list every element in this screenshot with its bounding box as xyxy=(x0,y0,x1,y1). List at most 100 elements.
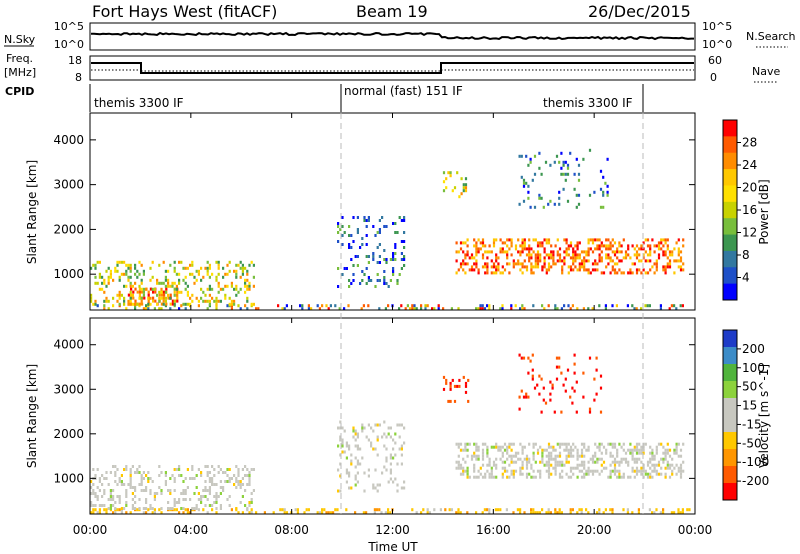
data-cell xyxy=(679,265,683,269)
data-cell xyxy=(180,260,183,264)
data-cell xyxy=(197,468,200,471)
data-cell xyxy=(518,202,521,206)
data-cell xyxy=(572,268,575,272)
data-cell xyxy=(396,282,399,285)
data-cell xyxy=(339,438,342,442)
data-cell xyxy=(398,447,401,451)
cpid-segment-3: themis 3300 IF xyxy=(543,96,633,110)
data-cell xyxy=(420,307,423,311)
data-cell xyxy=(629,256,632,260)
data-cell xyxy=(140,281,143,285)
data-cell xyxy=(613,250,617,254)
data-cell xyxy=(521,250,524,254)
data-cell xyxy=(569,244,573,248)
data-cell xyxy=(629,442,632,446)
data-cell xyxy=(359,447,362,451)
data-cell xyxy=(659,307,662,311)
data-cell xyxy=(235,272,238,276)
data-cell xyxy=(554,472,557,476)
data-cell xyxy=(464,271,467,275)
data-cell xyxy=(372,258,375,261)
data-cell xyxy=(378,255,381,258)
data-cell xyxy=(587,268,590,272)
data-cell xyxy=(501,250,504,254)
data-cell xyxy=(572,247,575,251)
data-cell xyxy=(477,307,480,311)
data-cell xyxy=(653,466,656,470)
data-cell xyxy=(609,247,612,251)
data-cell xyxy=(182,480,185,483)
data-cell xyxy=(594,469,597,473)
data-cell xyxy=(668,253,672,257)
data-cell xyxy=(92,489,95,492)
data-cell xyxy=(411,304,414,308)
data-cell xyxy=(679,256,683,260)
data-cell xyxy=(562,163,565,167)
cpid-segment-1: themis 3300 IF xyxy=(94,96,184,110)
data-cell xyxy=(631,244,634,248)
data-cell xyxy=(403,216,406,219)
data-cell xyxy=(160,296,163,300)
data-cell xyxy=(129,474,132,477)
data-cell xyxy=(681,304,684,308)
data-cell xyxy=(583,268,586,272)
data-cell xyxy=(385,459,388,463)
data-cell xyxy=(567,454,570,458)
data-cell xyxy=(522,199,526,203)
data-cell xyxy=(671,457,674,461)
data-cell xyxy=(518,353,521,357)
data-cell xyxy=(248,504,251,507)
data-cell xyxy=(520,356,523,360)
freq-label: Freq. xyxy=(6,52,33,65)
data-cell xyxy=(200,474,203,477)
data-cell xyxy=(660,238,663,242)
data-cell xyxy=(525,454,529,458)
data-cell xyxy=(255,307,258,311)
data-cell xyxy=(477,454,480,458)
data-cell xyxy=(129,284,132,288)
data-cell xyxy=(576,253,579,257)
data-cell xyxy=(554,262,557,266)
data-cell xyxy=(549,199,552,203)
data-cell xyxy=(495,457,498,461)
data-cell xyxy=(627,475,630,479)
data-cell xyxy=(604,304,607,308)
data-cell xyxy=(666,265,669,269)
data-cell xyxy=(467,399,470,403)
data-cell xyxy=(101,483,104,486)
data-cell xyxy=(528,238,531,242)
data-cell xyxy=(123,299,126,303)
data-cell xyxy=(152,290,155,294)
data-cell xyxy=(246,278,249,282)
data-cell xyxy=(566,163,570,167)
data-cell xyxy=(576,463,579,467)
data-cell xyxy=(576,451,579,455)
data-cell xyxy=(118,302,121,306)
data-cell xyxy=(125,465,128,468)
data-cell xyxy=(560,371,563,375)
data-cell xyxy=(354,432,357,436)
data-cell xyxy=(627,271,630,275)
data-cell xyxy=(558,253,562,257)
data-cell xyxy=(404,307,407,311)
data-cell xyxy=(572,256,575,260)
data-cell xyxy=(178,465,181,468)
data-cell xyxy=(455,460,458,464)
data-cell xyxy=(501,307,504,311)
data-cell xyxy=(151,480,154,483)
data-cell xyxy=(186,290,189,294)
data-cell xyxy=(226,284,229,288)
data-cell xyxy=(329,511,332,515)
data-cell xyxy=(616,451,619,455)
data-cell xyxy=(662,508,665,512)
data-cell xyxy=(587,253,590,257)
data-cell xyxy=(481,457,485,461)
data-cell xyxy=(495,253,498,257)
data-cell xyxy=(341,234,344,237)
data-cell xyxy=(281,508,284,512)
data-cell xyxy=(457,454,460,458)
data-cell xyxy=(531,178,534,182)
data-cell xyxy=(486,448,489,452)
data-cell xyxy=(508,442,511,446)
data-cell xyxy=(191,272,194,276)
